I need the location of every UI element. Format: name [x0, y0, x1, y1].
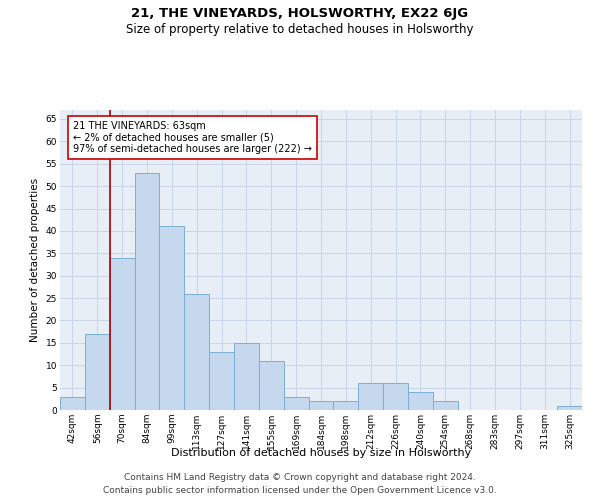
Bar [383, 383, 408, 410]
Text: 21 THE VINEYARDS: 63sqm
← 2% of detached houses are smaller (5)
97% of semi-deta: 21 THE VINEYARDS: 63sqm ← 2% of detached… [73, 121, 312, 154]
Bar [433, 401, 458, 410]
Text: Size of property relative to detached houses in Holsworthy: Size of property relative to detached ho… [126, 22, 474, 36]
Bar [308, 401, 334, 410]
Text: Distribution of detached houses by size in Holsworthy: Distribution of detached houses by size … [171, 448, 471, 458]
Bar [160, 226, 184, 410]
Bar [234, 343, 259, 410]
Bar [110, 258, 134, 410]
Bar [60, 396, 85, 410]
Bar [259, 360, 284, 410]
Bar [284, 396, 308, 410]
Bar [334, 401, 358, 410]
Text: 21, THE VINEYARDS, HOLSWORTHY, EX22 6JG: 21, THE VINEYARDS, HOLSWORTHY, EX22 6JG [131, 8, 469, 20]
Bar [557, 406, 582, 410]
Text: Contains HM Land Registry data © Crown copyright and database right 2024.
Contai: Contains HM Land Registry data © Crown c… [103, 474, 497, 495]
Bar [408, 392, 433, 410]
Bar [184, 294, 209, 410]
Bar [358, 383, 383, 410]
Y-axis label: Number of detached properties: Number of detached properties [30, 178, 40, 342]
Bar [134, 172, 160, 410]
Bar [85, 334, 110, 410]
Bar [209, 352, 234, 410]
